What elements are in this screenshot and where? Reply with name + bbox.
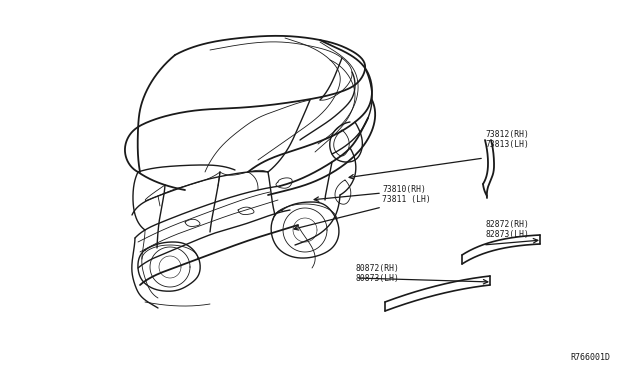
Text: 73812(RH)
73813(LH): 73812(RH) 73813(LH): [485, 130, 529, 150]
Text: R766001D: R766001D: [570, 353, 610, 362]
Text: 82872(RH)
82873(LH): 82872(RH) 82873(LH): [485, 220, 529, 240]
Text: 73810(RH)
73811 (LH): 73810(RH) 73811 (LH): [382, 185, 431, 204]
Text: 80872(RH)
80873(LH): 80872(RH) 80873(LH): [356, 264, 400, 283]
